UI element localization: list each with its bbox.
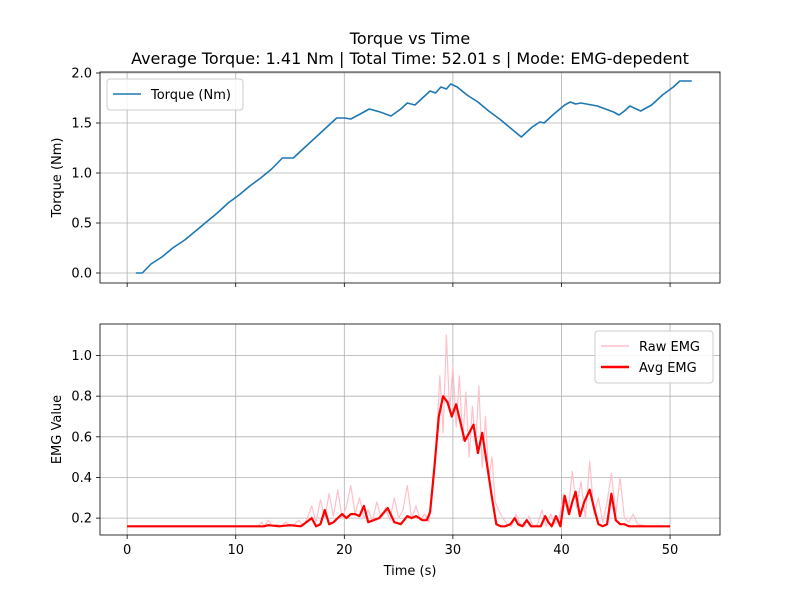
emg-ytick-label: 0.2 (71, 512, 92, 527)
figure-title-line1: Torque vs Time (349, 29, 470, 48)
emg-ytick-label: 0.8 (71, 390, 92, 405)
torque-ylabel: Torque (Nm) (50, 138, 65, 219)
emg-line-raw-emg (127, 334, 671, 527)
emg-legend-label: Raw EMG (639, 340, 700, 355)
torque-ticks: 0.0 0.5 1.0 1.5 2.0 (71, 67, 671, 287)
emg-ylabel: EMG Value (50, 395, 65, 464)
emg-axes: 0 10 20 30 40 50 0.2 0.4 0.6 0.8 1.0 Time (s) EMG Va… (50, 323, 721, 579)
emg-xtick-label: 10 (227, 543, 244, 558)
emg-ytick-label: 0.4 (71, 471, 92, 486)
emg-legend-box (594, 330, 714, 384)
emg-ticks: 0 10 20 30 40 50 0.2 0.4 0.6 0.8 1.0 (71, 349, 678, 558)
emg-xtick-label: 20 (336, 543, 353, 558)
torque-series-group (135, 80, 692, 274)
emg-frame (99, 323, 721, 536)
emg-ytick-label: 1.0 (71, 349, 92, 364)
emg-series-group (127, 334, 671, 528)
figure-title-line2: Average Torque: 1.41 Nm | Total Time: 52… (131, 49, 689, 68)
emg-xlabel: Time (s) (383, 564, 437, 579)
torque-legend-label: Torque (Nm) (150, 88, 231, 103)
emg-legend-label: Avg EMG (639, 361, 697, 376)
torque-frame (99, 71, 721, 284)
emg-xtick-label: 50 (662, 543, 679, 558)
emg-xtick-label: 0 (123, 543, 131, 558)
torque-legend-box (106, 78, 244, 111)
emg-ytick-label: 0.6 (71, 430, 92, 445)
torque-line-torque-nm (135, 80, 692, 274)
torque-axes: 0.0 0.5 1.0 1.5 2.0 Torque (Nm) Torque (Nm) (50, 67, 721, 287)
torque-ytick-label: 1.5 (71, 117, 92, 132)
emg-xtick-label: 40 (553, 543, 570, 558)
torque-ytick-label: 2.0 (71, 67, 92, 82)
emg-xtick-label: 30 (445, 543, 462, 558)
torque-legend: Torque (Nm) (106, 78, 244, 111)
torque-ytick-label: 0.0 (71, 267, 92, 282)
emg-line-avg-emg (127, 395, 671, 528)
torque-grid (100, 72, 720, 283)
emg-legend: Raw EMG Avg EMG (594, 330, 714, 384)
torque-ytick-label: 1.0 (71, 167, 92, 182)
torque-ytick-label: 0.5 (71, 217, 92, 232)
